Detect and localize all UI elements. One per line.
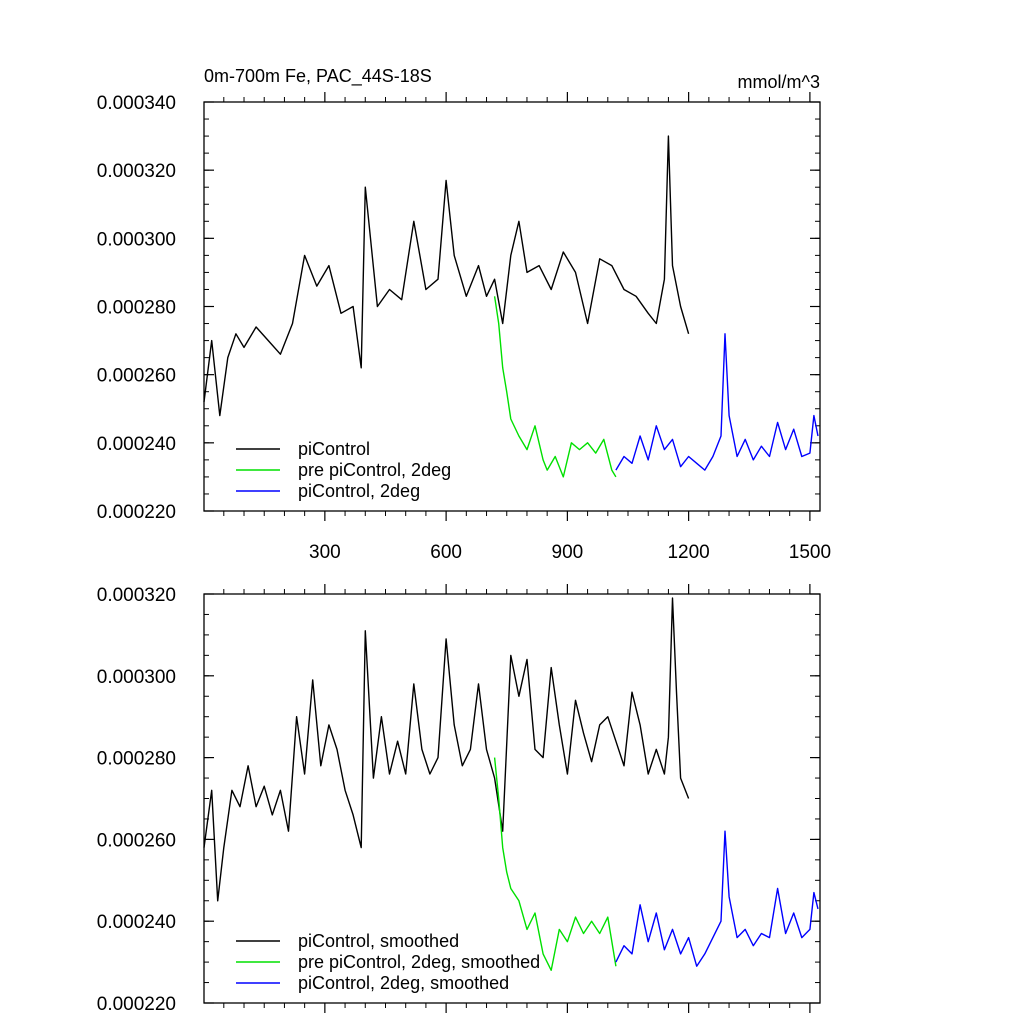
x-tick-label: 1500 [789,542,831,563]
top-panel-units: mmol/m^3 [738,72,820,92]
series-line-1 [203,597,690,902]
y-tick-label: 0.000300 [97,229,176,250]
series-line-2 [493,296,617,478]
bottom-panel-ticks: 0.000220 0.000240 0.000260 0.000280 0.000300… [97,584,820,1015]
y-tick-label: 0.000340 [97,93,176,114]
series-line-3 [615,830,819,967]
bottom-panel-series [203,597,819,971]
y-tick-label: 0.000320 [97,161,176,182]
legend-label: pre piControl, 2deg, smoothed [298,952,540,972]
top-panel-series [203,135,819,478]
x-tick-label: 300 [309,542,341,563]
legend-label: piControl, 2deg, smoothed [298,973,509,993]
top-panel-ticks: 0.000220 0.000240 0.000260 0.000280 0.000300… [97,92,831,563]
y-tick-label: 0.000280 [97,749,176,770]
y-tick-label: 0.000260 [97,830,176,851]
y-tick-label: 0.000320 [97,585,176,606]
x-tick-label: 900 [552,542,584,563]
series-line-2 [493,757,617,971]
y-tick-label: 0.000220 [97,994,176,1015]
x-tick-label: 600 [430,542,462,563]
y-tick-label: 0.000240 [97,434,176,455]
legend-label: piControl [298,439,370,459]
y-tick-label: 0.000240 [97,912,176,933]
bottom-panel: 0.000220 0.000240 0.000260 0.000280 0.000300… [97,584,821,1015]
legend-label: pre piControl, 2deg [298,460,451,480]
top-panel: 0m-700m Fe, PAC_44S-18S mmol/m^3 0.00022… [97,66,831,563]
y-tick-label: 0.000300 [97,667,176,688]
x-tick-label: 1200 [667,542,709,563]
y-tick-label: 0.000260 [97,366,176,387]
series-line-1 [203,135,690,417]
legend-label: piControl, 2deg [298,481,420,501]
top-panel-title: 0m-700m Fe, PAC_44S-18S [204,66,432,87]
y-tick-label: 0.000220 [97,502,176,523]
series-line-3 [615,333,819,471]
legend-label: piControl, smoothed [298,931,459,951]
y-tick-label: 0.000280 [97,298,176,319]
